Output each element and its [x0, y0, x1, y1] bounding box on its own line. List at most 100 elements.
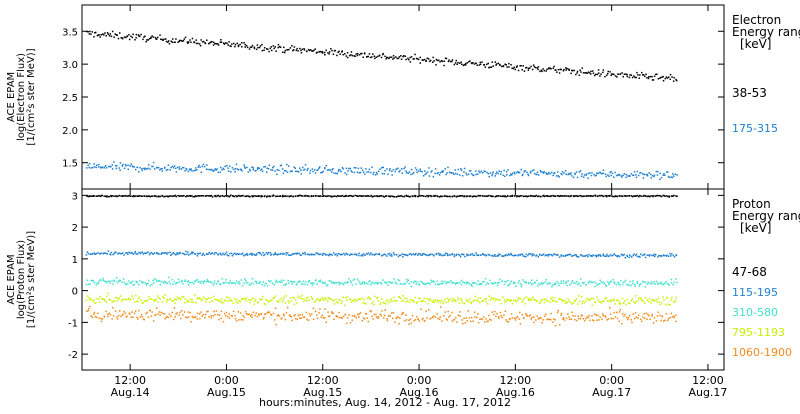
data-point	[304, 164, 307, 166]
data-point	[459, 195, 462, 197]
data-point	[250, 314, 253, 316]
data-point	[95, 195, 97, 197]
data-point	[188, 281, 191, 284]
data-point	[510, 173, 512, 175]
data-point	[249, 195, 251, 198]
data-point	[422, 175, 425, 177]
data-point	[184, 170, 186, 172]
data-point	[254, 195, 256, 197]
data-point	[125, 252, 127, 254]
data-point	[331, 49, 333, 52]
data-point	[573, 282, 575, 284]
data-point	[312, 195, 315, 197]
data-point	[367, 195, 369, 197]
data-point	[206, 164, 208, 166]
data-point	[317, 169, 319, 171]
data-point	[283, 313, 285, 315]
x-tick-label-time: 12:00	[307, 374, 339, 387]
data-point	[593, 281, 595, 283]
proton-y-tick-label: 0	[72, 287, 78, 298]
data-point	[356, 171, 359, 173]
data-point	[357, 167, 360, 170]
data-point	[596, 284, 598, 287]
data-point	[316, 169, 318, 172]
data-point	[332, 252, 335, 254]
data-point	[447, 281, 449, 283]
data-point	[193, 41, 196, 43]
data-point	[163, 313, 166, 315]
data-point	[353, 171, 356, 174]
data-point	[315, 194, 317, 197]
data-point	[524, 303, 526, 305]
data-point	[572, 255, 574, 257]
data-point	[612, 317, 614, 320]
data-point	[492, 65, 494, 67]
data-point	[484, 66, 486, 68]
data-point	[593, 313, 596, 315]
data-point	[192, 196, 195, 198]
data-point	[385, 303, 387, 305]
data-point	[555, 282, 557, 285]
electron-legend-entry: 38-53	[732, 86, 767, 100]
data-point	[93, 166, 96, 168]
data-point	[116, 164, 118, 167]
data-point	[358, 316, 360, 318]
data-point	[168, 280, 171, 283]
data-point	[417, 254, 419, 256]
data-point	[469, 60, 471, 62]
data-point	[596, 254, 598, 257]
data-point	[231, 255, 234, 257]
data-point	[413, 171, 415, 174]
data-point	[461, 319, 463, 321]
data-point	[580, 315, 582, 317]
data-point	[500, 171, 502, 173]
data-point	[324, 297, 326, 299]
data-point	[277, 314, 280, 316]
data-point	[183, 166, 185, 169]
data-point	[411, 314, 414, 317]
data-point	[131, 295, 134, 297]
data-point	[578, 295, 580, 297]
data-point	[217, 298, 219, 301]
data-point	[117, 298, 119, 300]
data-point	[405, 314, 407, 316]
data-point	[162, 296, 164, 298]
data-point	[264, 165, 267, 168]
data-point	[588, 195, 590, 197]
data-point	[175, 283, 177, 285]
data-point	[631, 256, 633, 258]
data-point	[634, 285, 636, 287]
data-point	[553, 195, 555, 197]
data-point	[580, 175, 583, 177]
data-point	[605, 297, 608, 299]
data-point	[663, 320, 665, 322]
data-point	[219, 166, 222, 169]
data-point	[414, 296, 416, 299]
data-point	[127, 195, 129, 197]
data-point	[610, 280, 612, 283]
data-point	[649, 318, 651, 320]
data-point	[264, 195, 266, 197]
data-point	[483, 316, 485, 318]
data-point	[599, 283, 601, 285]
data-point	[178, 314, 180, 316]
data-point	[584, 255, 587, 257]
data-point	[518, 195, 521, 198]
data-point	[538, 174, 540, 176]
data-point	[527, 254, 529, 257]
data-point	[208, 195, 210, 197]
data-point	[175, 299, 178, 301]
data-point	[304, 168, 306, 171]
data-point	[533, 195, 535, 197]
data-point	[434, 299, 437, 302]
data-point	[186, 253, 188, 255]
data-point	[152, 320, 155, 322]
data-point	[578, 171, 581, 173]
data-point	[152, 279, 154, 282]
data-point	[263, 47, 266, 49]
data-point	[523, 281, 526, 283]
data-point	[639, 318, 642, 320]
data-point	[106, 32, 109, 34]
data-point	[398, 171, 400, 173]
data-point	[235, 195, 237, 197]
